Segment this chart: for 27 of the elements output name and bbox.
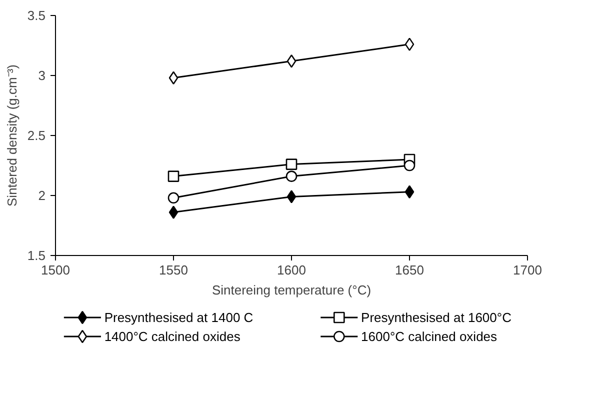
y-tick-label: 2 [38,188,46,203]
x-tick-label: 1650 [395,262,424,278]
y-tick-label: 2.5 [27,128,46,143]
point [404,38,414,51]
y-axis-title: Sintered density (g.cm⁻³) [4,64,20,206]
point [404,160,416,172]
point [286,158,298,170]
point [286,54,296,68]
legend-label: 1400°C calcined oxides [104,329,241,344]
y-tick-label: 3 [38,68,46,83]
point [168,170,180,182]
x-tick-label: 1500 [41,262,70,278]
point [168,71,178,85]
x-axis-title: Sintereing temperature (°C) [212,282,372,298]
x-tick-label: 1700 [513,262,542,278]
y-tick-label: 3.5 [27,8,46,23]
y-tick-label: 1.5 [27,248,46,263]
legend-label: Presynthesised at 1400 C [104,310,254,325]
legend-label: 1600°C calcined oxides [361,329,498,344]
point [168,206,178,219]
x-tick-label: 1550 [159,262,188,278]
x-tick-label: 1600 [277,262,306,278]
point [286,190,296,204]
point [404,185,414,199]
legend-label: Presynthesised at 1600°C [361,310,512,325]
point [286,170,298,182]
point [168,192,180,204]
